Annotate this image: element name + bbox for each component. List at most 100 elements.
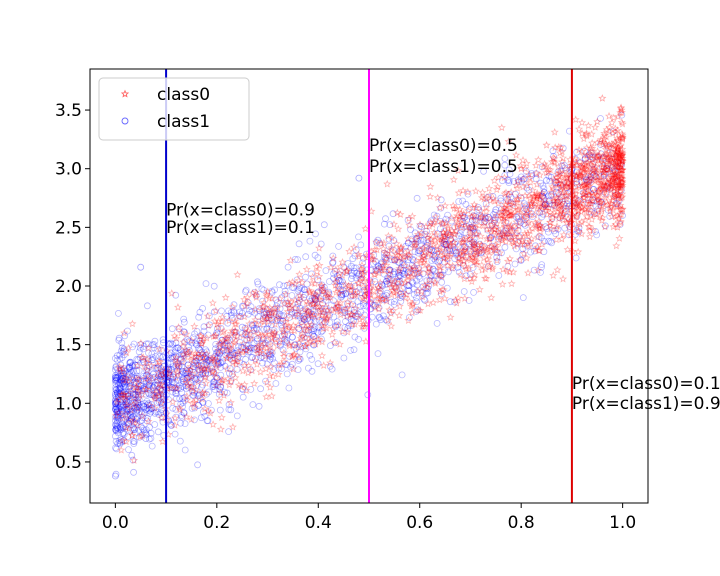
point-class1 <box>313 289 321 297</box>
point-class0 <box>416 267 425 276</box>
point-class0 <box>311 339 320 348</box>
point-class1 <box>465 297 473 304</box>
point-class0 <box>506 223 515 232</box>
point-class1 <box>233 412 241 420</box>
point-class1 <box>134 399 142 407</box>
point-class1 <box>285 352 293 360</box>
point-class0 <box>546 165 555 174</box>
point-class1 <box>471 216 479 224</box>
point-class1 <box>509 200 517 208</box>
point-class0 <box>605 157 614 165</box>
point-class1 <box>144 399 152 407</box>
point-class1 <box>552 179 560 187</box>
point-class1 <box>266 340 274 348</box>
point-class1 <box>132 399 140 407</box>
point-class0 <box>613 126 622 134</box>
point-class0 <box>616 187 625 196</box>
point-class0 <box>319 324 328 333</box>
point-class0 <box>611 161 620 169</box>
point-class0 <box>228 326 237 335</box>
point-class0 <box>498 211 507 220</box>
point-class1 <box>473 229 481 237</box>
point-class1 <box>519 245 527 253</box>
point-class1 <box>300 333 308 341</box>
point-class1 <box>170 384 178 392</box>
point-class0 <box>617 129 626 138</box>
point-class0 <box>309 337 318 346</box>
annotation-0-1: Pr(x=class1)=0.1 <box>166 218 315 238</box>
point-class0 <box>238 366 247 375</box>
point-class0 <box>593 117 602 126</box>
point-class0 <box>555 148 564 157</box>
point-class1 <box>207 406 215 414</box>
point-class0 <box>330 338 339 346</box>
point-class1 <box>114 373 122 381</box>
point-class0 <box>428 220 437 228</box>
point-class1 <box>302 345 310 353</box>
point-class0 <box>581 199 590 207</box>
point-class1 <box>187 373 195 381</box>
point-class0 <box>131 399 140 407</box>
point-class1 <box>482 200 490 208</box>
point-class0 <box>553 196 562 205</box>
point-class1 <box>300 316 308 324</box>
point-class0 <box>175 403 184 412</box>
point-class1 <box>121 367 129 375</box>
point-class0 <box>599 180 608 189</box>
point-class0 <box>466 224 475 233</box>
point-class0 <box>181 375 190 384</box>
point-class1 <box>172 405 180 413</box>
point-class0 <box>547 224 556 233</box>
point-class1 <box>116 351 124 359</box>
point-class0 <box>439 254 448 262</box>
point-class0 <box>614 136 623 145</box>
point-class1 <box>119 420 126 428</box>
point-class0 <box>387 290 396 299</box>
point-class1 <box>428 246 436 254</box>
point-class0 <box>471 223 480 231</box>
point-class1 <box>405 287 413 295</box>
point-class1 <box>210 383 218 390</box>
point-class0 <box>455 246 465 255</box>
point-class0 <box>557 234 566 243</box>
point-class0 <box>333 299 342 307</box>
point-class0 <box>326 263 335 271</box>
point-class1 <box>444 211 452 219</box>
point-class0 <box>613 223 622 231</box>
point-class1 <box>196 394 204 402</box>
point-class0 <box>559 230 568 239</box>
point-class1 <box>376 287 384 295</box>
point-class1 <box>137 341 145 349</box>
point-class1 <box>140 409 148 417</box>
point-class0 <box>531 161 541 169</box>
point-class0 <box>420 255 429 263</box>
point-class0 <box>613 169 622 178</box>
point-class0 <box>264 350 273 358</box>
point-class0 <box>602 165 611 174</box>
point-class1 <box>179 375 187 383</box>
point-class0 <box>603 142 612 151</box>
point-class0 <box>614 142 623 151</box>
point-class0 <box>429 218 438 227</box>
point-class0 <box>422 241 431 250</box>
point-class0 <box>555 176 564 184</box>
point-class1 <box>210 368 218 376</box>
point-class1 <box>610 166 618 174</box>
point-class0 <box>609 113 618 122</box>
point-class0 <box>617 118 626 126</box>
point-class1 <box>429 266 437 273</box>
point-class0 <box>458 212 467 221</box>
point-class1 <box>180 328 188 336</box>
point-class1 <box>136 354 144 362</box>
point-class0 <box>489 230 498 239</box>
annotation-1-0: Pr(x=class0)=0.5 <box>369 136 518 156</box>
point-class0 <box>534 217 543 226</box>
point-class0 <box>563 170 572 178</box>
point-class0 <box>381 249 390 257</box>
point-class0 <box>469 245 478 253</box>
point-class0 <box>506 210 515 219</box>
point-class0 <box>523 203 532 212</box>
point-class1 <box>582 176 590 183</box>
point-class0 <box>612 189 621 198</box>
